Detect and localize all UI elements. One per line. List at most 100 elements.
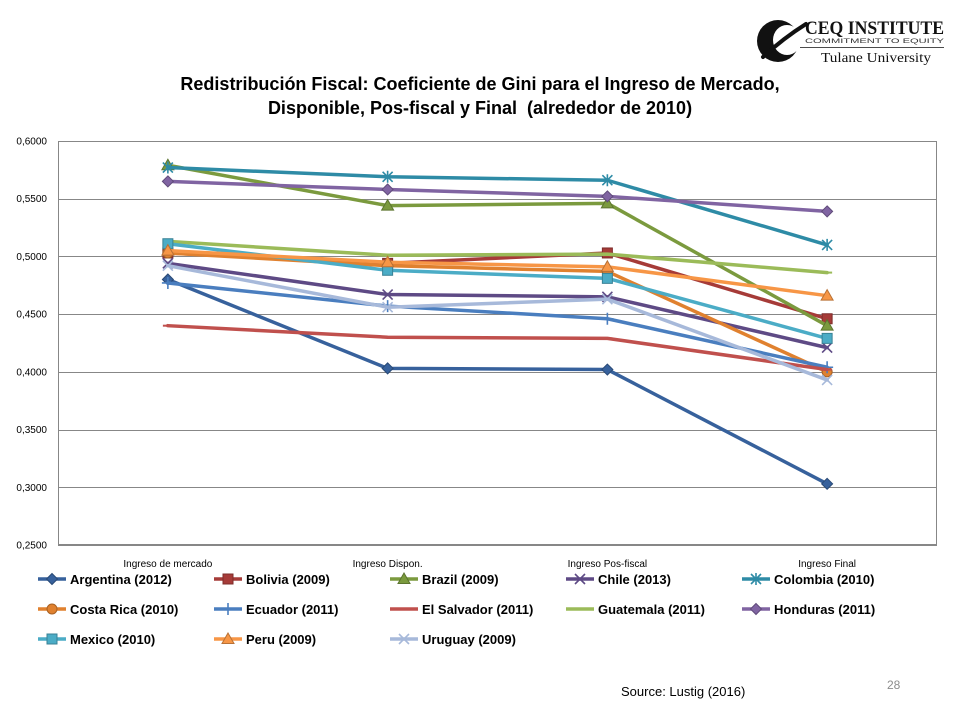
y-tick-label: 0,4000 bbox=[16, 367, 47, 378]
logo-tagline: COMMITMENT TO EQUITY bbox=[805, 39, 944, 45]
x-tick-label: Ingreso Final bbox=[798, 559, 856, 570]
legend-item-colombia-2010: Colombia (2010) bbox=[742, 564, 918, 594]
gini-line-chart: 0,6000 0,5500 0,5000 0,4500 0,4000 0,3500 0,30… bbox=[16, 137, 937, 570]
legend-item-honduras-2011: Honduras (2011) bbox=[742, 594, 918, 624]
x-axis-tick-labels: Ingreso de mercado Ingreso Dispon. Ingreso… bbox=[123, 559, 856, 570]
data-point-uruguay-2009 bbox=[382, 301, 394, 313]
y-tick-label: 0,3500 bbox=[16, 425, 47, 436]
y-tick-label: 0,2500 bbox=[16, 541, 47, 552]
legend-label: Chile (2013) bbox=[598, 571, 671, 587]
series-peru-2009 bbox=[161, 243, 834, 301]
legend-item-el-salvador-2011: El Salvador (2011) bbox=[390, 594, 566, 624]
legend-swatch-argentina-2012 bbox=[38, 572, 66, 586]
data-point-uruguay-2009 bbox=[601, 293, 613, 305]
legend-swatch-marker bbox=[222, 573, 234, 585]
series-line-uruguay-2009 bbox=[166, 263, 829, 382]
gridlines bbox=[58, 141, 937, 546]
x-tick-label: Ingreso Dispon. bbox=[353, 559, 423, 570]
y-tick-label: 0,6000 bbox=[16, 137, 47, 148]
legend-swatch-guatemala-2011 bbox=[566, 607, 594, 611]
legend-swatch-bolivia-2009 bbox=[214, 573, 242, 585]
y-tick-label: 0,4500 bbox=[16, 310, 47, 321]
legend-swatch-marker bbox=[46, 633, 58, 645]
page-number: 28 bbox=[887, 678, 901, 692]
legend-swatch-marker bbox=[749, 602, 763, 616]
series-line-colombia-2010 bbox=[166, 165, 829, 247]
chart-legend: Argentina (2012) Bolivia (2009) Brazil (20… bbox=[38, 564, 918, 654]
data-point-argentina-2012 bbox=[601, 363, 614, 376]
y-tick-label: 0,5500 bbox=[16, 194, 47, 205]
data-point-honduras-2011 bbox=[161, 175, 175, 188]
logo-university: Tulane University bbox=[821, 51, 931, 66]
data-point-mexico-2010 bbox=[821, 332, 833, 344]
legend-item-ecuador-2011: Ecuador (2011) bbox=[214, 594, 390, 624]
data-point-uruguay-2009 bbox=[162, 260, 174, 272]
ceq-emblem-icon bbox=[757, 20, 808, 62]
chart-title: Redistribución Fiscal: Coeficiente de Gi… bbox=[0, 72, 960, 120]
legend-item-uruguay-2009: Uruguay (2009) bbox=[390, 624, 566, 654]
data-point-colombia-2010 bbox=[821, 238, 833, 251]
data-point-chile-2013 bbox=[821, 342, 833, 354]
series-line-guatemala-2011 bbox=[166, 239, 829, 275]
legend-label: Brazil (2009) bbox=[422, 571, 499, 587]
legend-label: Mexico (2010) bbox=[70, 631, 156, 647]
legend-label: Colombia (2010) bbox=[774, 571, 875, 587]
series-el-salvador-2011 bbox=[162, 323, 833, 372]
legend-item-chile-2013: Chile (2013) bbox=[566, 564, 742, 594]
legend-label: Honduras (2011) bbox=[774, 601, 876, 617]
x-tick-label: Ingreso de mercado bbox=[123, 559, 212, 570]
data-point-ecuador-2011 bbox=[601, 312, 614, 325]
legend-label: Ecuador (2011) bbox=[246, 601, 339, 617]
legend-swatch-brazil-2009 bbox=[390, 572, 418, 584]
legend-swatch-honduras-2011 bbox=[742, 602, 770, 616]
data-point-peru-2009 bbox=[820, 288, 834, 301]
series-layer bbox=[161, 158, 834, 491]
legend-label: El Salvador (2011) bbox=[422, 601, 534, 617]
legend-swatch-colombia-2010 bbox=[742, 573, 770, 585]
legend-label: Argentina (2012) bbox=[70, 571, 172, 587]
legend-label: Guatemala (2011) bbox=[598, 601, 705, 617]
legend-swatch-marker bbox=[221, 632, 235, 644]
y-axis-tick-labels: 0,6000 0,5500 0,5000 0,4500 0,4000 0,3500 0,30… bbox=[16, 137, 47, 552]
legend-item-bolivia-2009: Bolivia (2009) bbox=[214, 564, 390, 594]
logo-name: CEQ INSTITUTE bbox=[805, 18, 944, 39]
data-point-honduras-2011 bbox=[820, 205, 834, 218]
data-point-colombia-2010 bbox=[382, 170, 394, 183]
legend-swatch-marker bbox=[750, 573, 762, 585]
legend-swatch-marker bbox=[397, 572, 411, 584]
data-point-colombia-2010 bbox=[601, 174, 613, 187]
legend-item-peru-2009: Peru (2009) bbox=[214, 624, 390, 654]
legend-item-brazil-2009: Brazil (2009) bbox=[390, 564, 566, 594]
legend-swatch-chile-2013 bbox=[566, 573, 594, 585]
legend-swatch-uruguay-2009 bbox=[390, 633, 418, 645]
y-tick-label: 0,5000 bbox=[16, 252, 47, 263]
emblem-swoosh bbox=[761, 22, 808, 59]
series-honduras-2011 bbox=[161, 175, 834, 218]
legend-swatch-costa-rica-2010 bbox=[38, 603, 66, 615]
chart-title-line-1: Redistribución Fiscal: Coeficiente de Gi… bbox=[180, 74, 780, 94]
chart-title-line-2: Disponible, Pos-fiscal y Final (alrededo… bbox=[267, 98, 693, 118]
data-point-argentina-2012 bbox=[381, 362, 394, 375]
legend-swatch-ecuador-2011 bbox=[214, 603, 242, 615]
series-line-peru-2009 bbox=[166, 248, 829, 298]
legend-swatch-el-salvador-2011 bbox=[390, 607, 418, 611]
ceq-institute-logo: CEQ INSTITUTE COMMITMENT TO EQUITY Tulan… bbox=[757, 18, 944, 66]
data-point-honduras-2011 bbox=[381, 183, 394, 196]
legend-item-argentina-2012: Argentina (2012) bbox=[38, 564, 214, 594]
data-point-colombia-2010 bbox=[162, 161, 174, 174]
data-point-argentina-2012 bbox=[820, 477, 834, 491]
data-point-peru-2009 bbox=[600, 259, 615, 272]
series-line-el-salvador-2011 bbox=[166, 323, 829, 372]
series-uruguay-2009 bbox=[162, 260, 833, 386]
data-point-brazil-2009 bbox=[820, 318, 834, 331]
legend-item-guatemala-2011: Guatemala (2011) bbox=[566, 594, 742, 624]
data-point-honduras-2011 bbox=[601, 190, 614, 203]
data-point-mexico-2010 bbox=[601, 272, 613, 284]
legend-swatch-marker bbox=[222, 603, 234, 615]
data-point-ecuador-2011 bbox=[161, 276, 174, 289]
series-line-ecuador-2011 bbox=[166, 281, 829, 369]
legend-item-costa-rica-2010: Costa Rica (2010) bbox=[38, 594, 214, 624]
source-note: Source: Lustig (2016) bbox=[621, 684, 746, 699]
series-line-argentina-2012 bbox=[166, 277, 829, 486]
data-point-peru-2009 bbox=[161, 243, 175, 256]
